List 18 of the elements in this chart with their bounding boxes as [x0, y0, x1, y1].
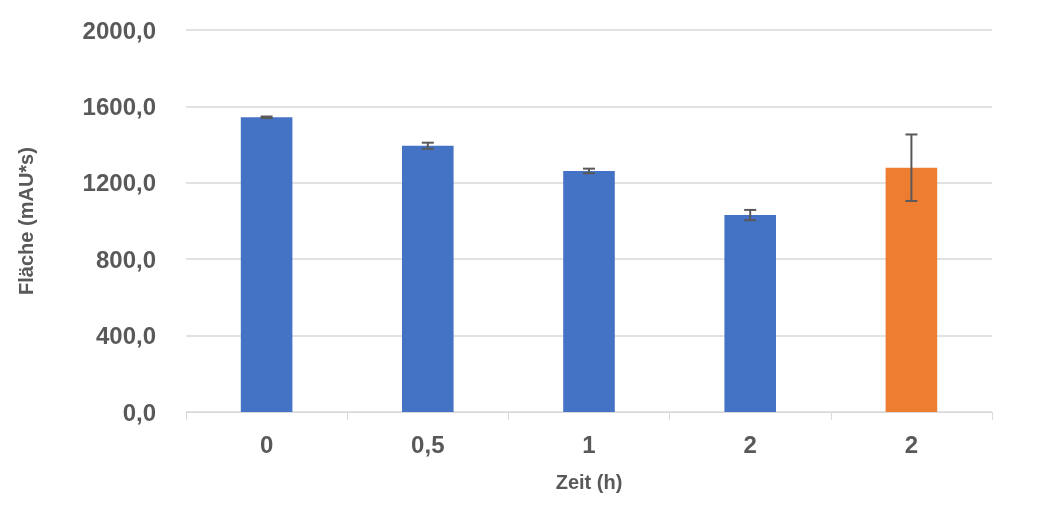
bar: [402, 145, 454, 412]
x-tick-label: 2: [743, 430, 757, 458]
y-tick-label: 1600,0: [82, 92, 156, 120]
y-tick-label: 400,0: [95, 322, 156, 350]
x-tick-label: 0: [259, 430, 274, 458]
bar: [240, 117, 293, 412]
bar: [885, 167, 938, 412]
x-tick-label: 2: [904, 430, 919, 458]
bar: [563, 170, 615, 412]
y-tick-label: 800,0: [95, 245, 156, 273]
y-tick-label: 0,0: [122, 398, 156, 426]
x-tick-label: 1: [582, 430, 596, 458]
y-tick-label: 1200,0: [82, 169, 156, 197]
y-tick-label: 2000,0: [82, 16, 156, 44]
bar: [724, 215, 776, 412]
x-axis-title: Zeit (h): [555, 471, 623, 493]
x-tick-label: 0,5: [411, 430, 445, 458]
y-axis-title: Fläche (mAU*s): [15, 147, 37, 295]
